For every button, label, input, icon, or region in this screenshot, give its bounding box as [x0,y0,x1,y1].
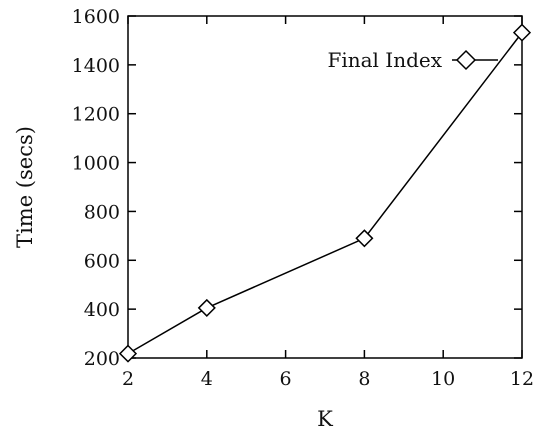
x-tick-label: 6 [280,368,292,390]
legend-diamond-marker [455,49,477,71]
y-tick-label: 400 [84,299,120,321]
y-tick-label: 1600 [72,6,120,28]
legend-label: Final Index [327,48,442,72]
y-axis-label: Time (secs) [13,126,37,248]
y-tick-label: 800 [84,201,120,223]
x-axis-label: K [317,407,333,431]
y-tick-label: 1200 [72,104,120,126]
series-line [127,32,523,355]
plot-frame [127,15,523,359]
data-point-diamond [512,23,532,42]
x-tick-label: 10 [431,368,455,390]
y-tick-label: 600 [84,250,120,272]
x-tick-label: 12 [510,368,534,390]
x-tick-label: 2 [122,368,134,390]
data-point-diamond [197,298,216,317]
x-tick-label: 8 [358,368,370,390]
data-point-diamond [118,344,138,363]
y-tick-label: 1000 [72,153,120,175]
y-tick-label: 1400 [72,55,120,77]
tick-labels: 2 4 6 8 10 12 200 400 600 800 1000 1200 1400 1600 [72,6,534,390]
series-layer [118,23,532,363]
y-tick-label: 200 [84,348,120,370]
tick-marks [127,15,523,359]
x-tick-label: 4 [201,368,213,390]
legend: Final Index [327,48,498,72]
data-point-diamond [355,229,374,248]
